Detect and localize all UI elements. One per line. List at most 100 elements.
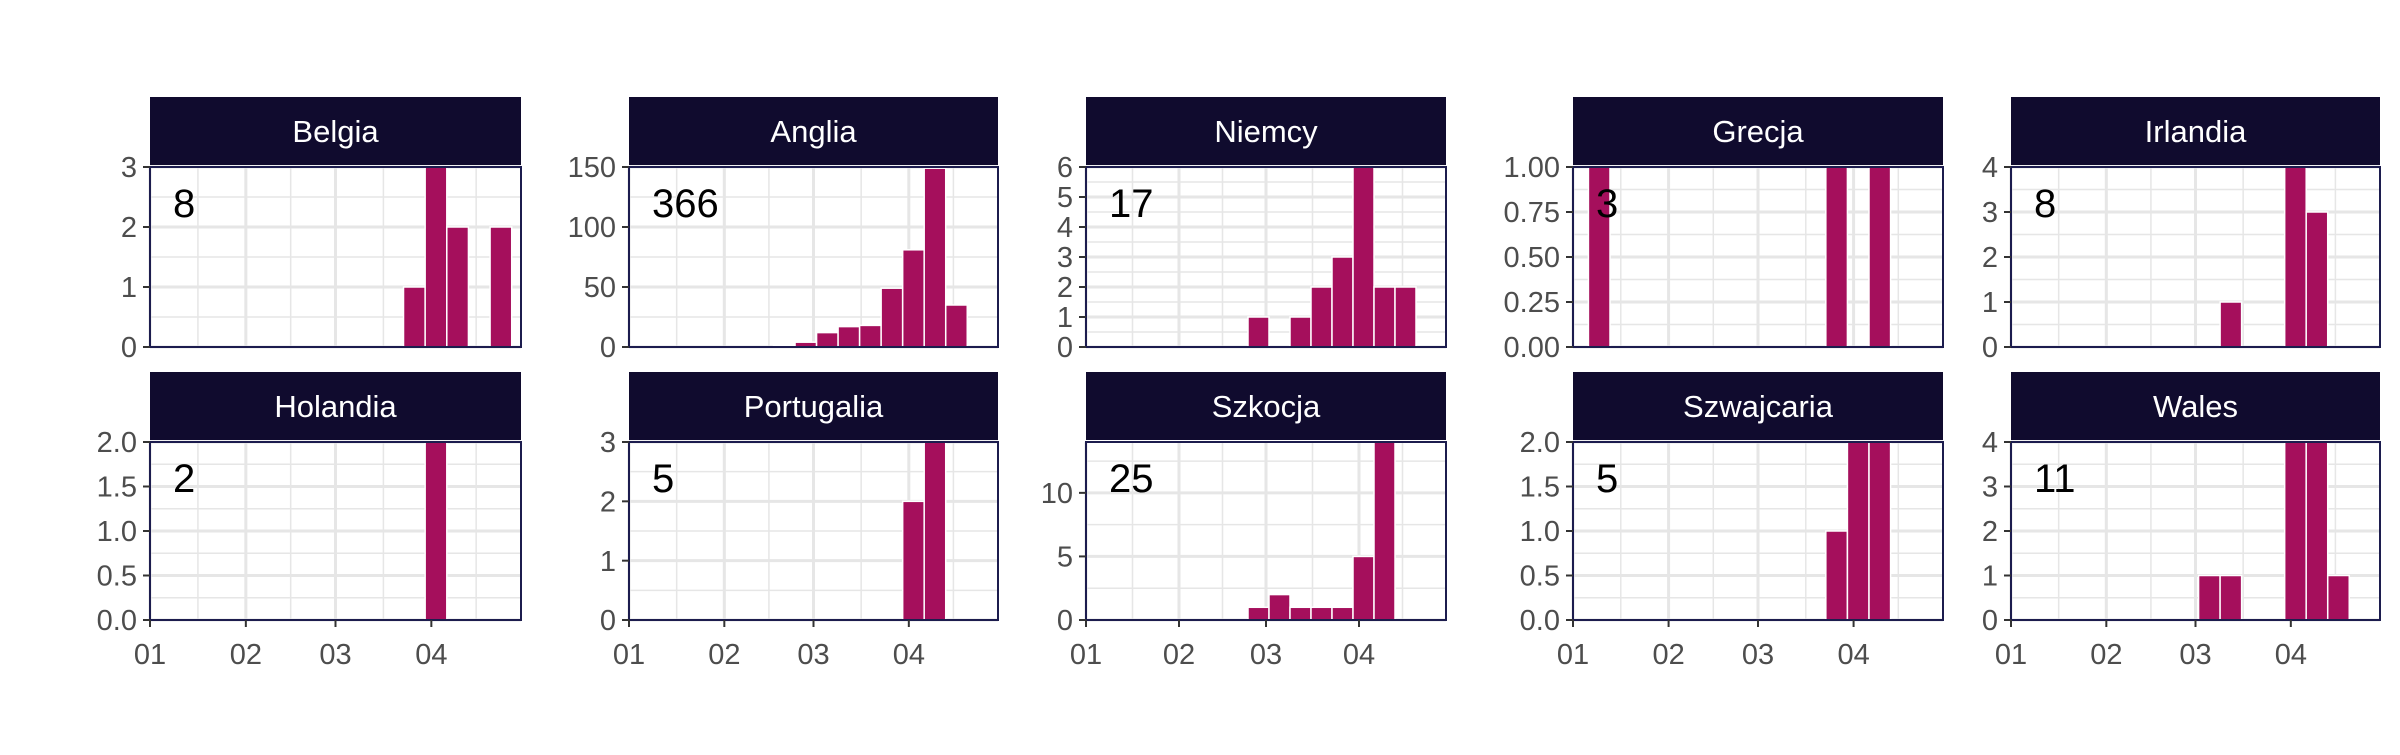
facet-strip-label: Szwajcaria: [1683, 389, 1834, 424]
facet-strip-label: Anglia: [770, 114, 857, 149]
y-tick-label: 3: [1982, 472, 1998, 504]
y-tick-label: 6: [1057, 152, 1073, 184]
y-tick-label: 10: [1041, 478, 1073, 510]
bar: [424, 441, 448, 621]
bar: [2283, 441, 2307, 621]
facet-panel-grecja: Grecja 3 0.00 0.25 0.50 0.75 1.00: [1504, 97, 1944, 364]
bar: [923, 441, 947, 621]
y-tick-label: 1.00: [1504, 152, 1560, 184]
x-tick-label: 04: [2275, 639, 2307, 671]
y-tick-label: 2: [1057, 272, 1073, 304]
facet-strip: [1573, 372, 1943, 440]
y-tick-label: 50: [584, 272, 616, 304]
bar: [2283, 166, 2307, 348]
bar: [1373, 441, 1396, 621]
bar: [1268, 593, 1291, 621]
bar: [402, 286, 426, 348]
bar: [2305, 441, 2329, 621]
bar: [1289, 606, 1312, 621]
y-tick-label: 2.0: [97, 427, 137, 459]
facet-strip-label: Grecja: [1712, 114, 1804, 149]
facet-strip: [150, 97, 521, 165]
y-tick-label: 150: [568, 152, 616, 184]
y-tick-label: 2: [600, 486, 616, 518]
y-tick-label: 1: [1057, 302, 1073, 334]
facet-strip-label: Niemcy: [1214, 114, 1318, 149]
bar: [1868, 441, 1892, 621]
facet-strip-label: Szkocja: [1212, 389, 1321, 424]
bar: [1394, 286, 1417, 348]
facet-panel-belgia: Belgia 8 0 1 2 3: [121, 97, 522, 364]
facet-strip-label: Belgia: [292, 114, 379, 149]
x-tick-label: 01: [613, 639, 645, 671]
y-tick-label: 3: [1057, 242, 1073, 274]
bar: [1373, 286, 1396, 348]
facet-strip-label: Wales: [2153, 389, 2238, 424]
bar: [1310, 606, 1333, 621]
bar: [424, 166, 448, 348]
facet-panel-anglia: Anglia 366 0 50 100 150: [568, 97, 999, 364]
y-tick-label: 100: [568, 212, 616, 244]
y-tick-label: 0.50: [1504, 242, 1560, 274]
bar: [2326, 574, 2351, 621]
x-tick-label: 01: [1557, 639, 1589, 671]
y-tick-label: 0: [1057, 332, 1073, 364]
bar: [1352, 166, 1375, 348]
x-tick-label: 02: [708, 639, 740, 671]
panel-border: [628, 166, 999, 348]
y-tick-label: 1.5: [97, 472, 137, 504]
x-tick-label: 04: [893, 639, 925, 671]
x-tick-label: 03: [2179, 639, 2211, 671]
y-tick-label: 0.5: [1520, 561, 1560, 593]
facet-strip-label: Irlandia: [2145, 114, 2247, 149]
y-tick-label: 0: [600, 332, 616, 364]
bar: [446, 226, 470, 348]
bar: [880, 287, 904, 348]
bar: [489, 226, 513, 348]
x-tick-label: 01: [134, 639, 166, 671]
bar: [2197, 574, 2221, 621]
bar: [901, 500, 925, 621]
facet-panel-irlandia: Irlandia 8 0 1 2 3 4: [1982, 97, 2381, 364]
x-tick-label: 03: [1250, 639, 1282, 671]
y-tick-label: 4: [1057, 212, 1073, 244]
x-tick-label: 02: [1163, 639, 1195, 671]
bar: [923, 167, 947, 348]
y-tick-label: 0.0: [97, 605, 137, 637]
bar: [1247, 316, 1270, 348]
x-tick-label: 04: [415, 639, 447, 671]
bar: [1310, 286, 1333, 348]
facet-strip: [1086, 97, 1446, 165]
bar: [815, 331, 839, 348]
y-tick-label: 3: [600, 427, 616, 459]
x-tick-label: 02: [2090, 639, 2122, 671]
panel-total-label: 8: [173, 182, 195, 226]
y-tick-label: 0.00: [1504, 332, 1560, 364]
y-tick-label: 2: [1982, 242, 1998, 274]
x-tick-label: 02: [1652, 639, 1684, 671]
panel-total-label: 17: [1109, 182, 1154, 226]
bar: [1331, 256, 1354, 348]
bar: [858, 324, 882, 348]
panel-total-label: 25: [1109, 457, 1154, 501]
y-tick-label: 5: [1057, 542, 1073, 574]
facet-strip: [1573, 97, 1943, 165]
facet-strip: [1086, 372, 1446, 440]
facet-panel-szwajcaria: Szwajcaria 5 0.0 0.5 1.0 1.5 2.0 01 02 03 04: [1520, 372, 1944, 671]
x-tick-label: 03: [1742, 639, 1774, 671]
y-tick-label: 3: [121, 152, 137, 184]
y-tick-label: 1: [1982, 561, 1998, 593]
y-tick-label: 4: [1982, 152, 1998, 184]
facet-strip: [150, 372, 521, 440]
y-tick-label: 2.0: [1520, 427, 1560, 459]
bar: [1825, 530, 1849, 621]
bar: [1247, 606, 1270, 621]
panel-total-label: 3: [1596, 182, 1618, 226]
y-tick-label: 2: [1982, 516, 1998, 548]
facet-panel-szkocja: Szkocja 25 0 5 10 01 02 03 04: [1041, 372, 1447, 671]
bar: [2219, 301, 2243, 348]
